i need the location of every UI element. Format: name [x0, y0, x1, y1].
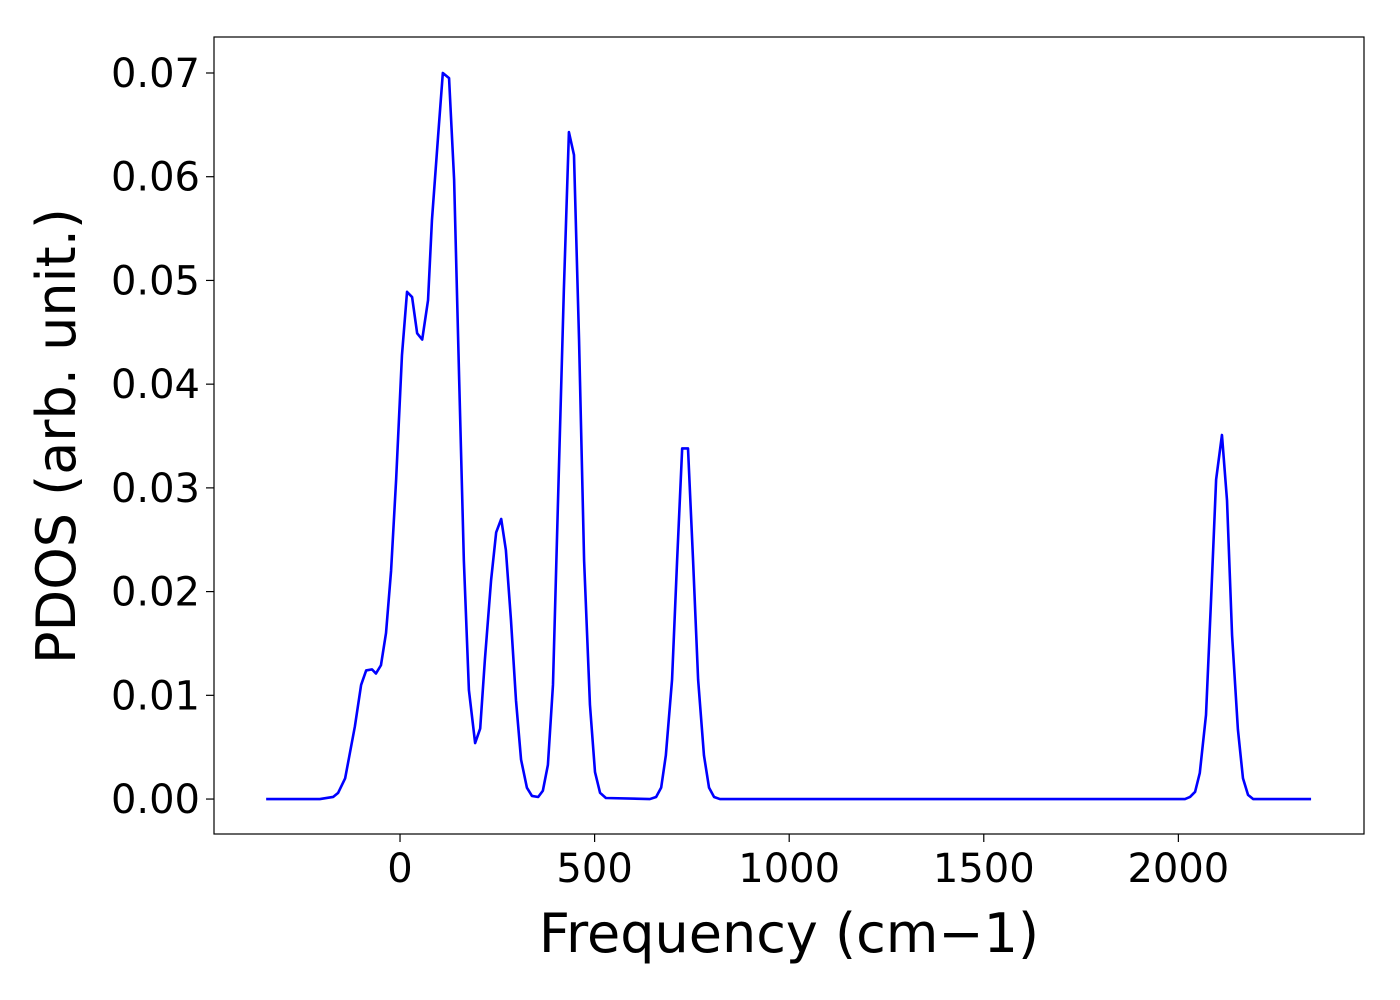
x-axis-label: Frequency (cm−1) — [539, 902, 1039, 965]
x-tick-label: 500 — [556, 846, 632, 892]
y-axis-label: PDOS (arb. unit.) — [25, 208, 88, 664]
x-tick-label: 1500 — [933, 846, 1035, 892]
x-tick-label: 0 — [387, 846, 412, 892]
y-tick-label: 0.05 — [111, 258, 200, 304]
x-tick-label: 1000 — [738, 846, 840, 892]
y-tick-label: 0.06 — [111, 155, 200, 201]
y-tick-label: 0.02 — [111, 570, 200, 616]
y-tick-label: 0.00 — [111, 777, 200, 823]
data-line — [266, 71, 1312, 801]
plot-frame — [213, 36, 1365, 835]
y-tick-label: 0.01 — [111, 673, 200, 719]
x-tick-label: 2000 — [1127, 846, 1229, 892]
y-tick-label: 0.04 — [111, 362, 200, 408]
y-tick-label: 0.03 — [111, 466, 200, 512]
y-tick-label: 0.07 — [111, 51, 200, 97]
